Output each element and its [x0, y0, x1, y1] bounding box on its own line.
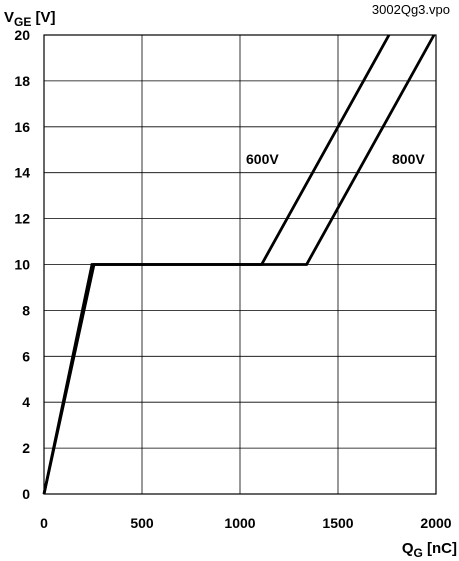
series-labels: 600V 800V: [242, 148, 434, 170]
y-tick-label: 14: [14, 165, 30, 181]
x-tick-label: 1000: [224, 515, 255, 531]
x-axis-title-unit: [nC]: [423, 540, 457, 557]
x-tick-label: 2000: [420, 515, 451, 531]
series-label-600v: 600V: [246, 151, 279, 167]
y-tick-label: 18: [14, 73, 30, 89]
x-tick-labels: 0 500 1000 1500 2000: [40, 515, 452, 531]
x-axis-title-sub: G: [414, 546, 423, 560]
y-tick-labels: 0 2 4 6 8 10 12 14 16 18 20: [14, 27, 30, 502]
x-tick-label: 1500: [322, 515, 353, 531]
y-tick-label: 12: [14, 211, 30, 227]
series-line-800v: [42, 34, 436, 495]
y-tick-label: 8: [22, 302, 30, 318]
y-axis-title: VGE [V]: [4, 9, 56, 29]
y-axis-title-sub: GE: [14, 15, 31, 29]
file-tag: 3002Qg3.vpo: [372, 2, 450, 17]
y-axis-title-main: V: [4, 9, 14, 26]
x-axis-title: QG [nC]: [402, 540, 457, 560]
series-lines: [42, 34, 436, 495]
y-tick-label: 20: [14, 27, 30, 43]
series-label-backing: [242, 148, 292, 170]
x-tick-label: 500: [130, 515, 154, 531]
y-tick-label: 0: [22, 486, 30, 502]
series-label-backing: [388, 148, 434, 170]
y-tick-label: 4: [22, 394, 30, 410]
y-axis-title-unit: [V]: [31, 9, 55, 26]
y-tick-label: 10: [14, 257, 30, 273]
series-label-800v: 800V: [392, 151, 425, 167]
x-tick-label: 0: [40, 515, 48, 531]
plot-frame: [43, 34, 437, 495]
y-tick-label: 6: [22, 348, 30, 364]
y-tick-label: 2: [22, 440, 30, 456]
x-axis-title-main: Q: [402, 540, 414, 557]
y-tick-label: 16: [14, 119, 30, 135]
